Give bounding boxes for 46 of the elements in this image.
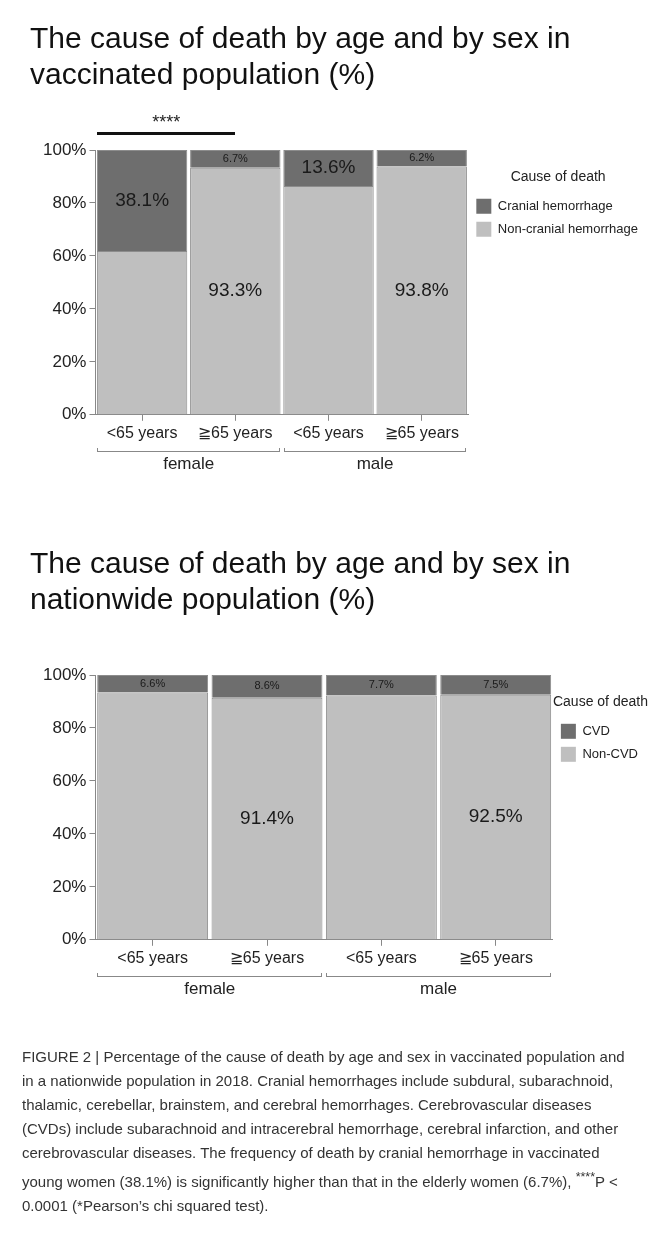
- text: male: [419, 979, 458, 999]
- data-label: 92.5%: [468, 805, 523, 827]
- y-tick-label: 100%: [43, 664, 87, 684]
- text: male: [355, 454, 395, 474]
- legend-label: CVD: [582, 722, 610, 738]
- y-tick-label: 20%: [52, 876, 87, 896]
- x-tick-label: <65 years: [117, 948, 189, 966]
- x-tick-label: <65 years: [106, 423, 178, 441]
- x-tick-label: ≧65 years: [384, 423, 459, 441]
- text: female: [162, 454, 216, 474]
- text: ****: [151, 112, 182, 133]
- data-label: 7.7%: [368, 678, 395, 691]
- data-label: 91.4%: [240, 806, 295, 828]
- text: female: [183, 979, 237, 999]
- chart-title: The cause of death by age and by sex in vaccinated population (%): [30, 20, 572, 92]
- data-label: 93.8%: [394, 278, 449, 300]
- x-tick-label: <65 years: [293, 423, 364, 441]
- y-tick-label: 80%: [52, 717, 87, 737]
- y-tick-label: 100%: [43, 139, 87, 159]
- data-label: 93.3%: [208, 279, 263, 301]
- data-label: 8.6%: [254, 679, 280, 692]
- data-label: 7.5%: [483, 677, 509, 690]
- data-label: 6.7%: [222, 151, 249, 164]
- data-label: 38.1%: [115, 188, 170, 210]
- y-tick-label: 0%: [61, 929, 87, 949]
- data-label: 13.6%: [301, 156, 356, 178]
- legend-title: Cause of death: [552, 692, 648, 709]
- y-tick-label: 40%: [52, 823, 87, 843]
- text: FIGURE 2 | Percentage of the cause of death by age and sex in vaccinated population and in a nationwide population in 2018. Cranial hemorrhages include subdural, subarachnoid, thalamic, cerebellar, brainstem, and cerebral hemorrhages. Cerebrovascular diseases (CVDs) include subarachnoid and intracerebral hemorrhage, cerebral infarction, and other cerebrovascular diseases. The frequency of death by cranial hemorrhage in vaccinated young women (38.1%) is significantly higher than that in the elderly women (6.7%), $^{****}$P < 0.0001 (*Pearson’s chi squared test).: [22, 1048, 625, 1214]
- x-tick-label: ≧65 years: [229, 948, 305, 966]
- legend-label: Non-cranial hemorrhage: [497, 220, 639, 236]
- x-tick-label: <65 years: [345, 948, 417, 966]
- legend-label: Cranial hemorrhage: [497, 197, 613, 213]
- y-tick-label: 60%: [52, 770, 87, 790]
- legend-title: Cause of death: [510, 167, 606, 184]
- chart-title: The cause of death by age and by sex in nationwide population (%): [30, 545, 572, 617]
- data-label: 6.2%: [409, 151, 435, 164]
- y-tick-label: 80%: [52, 192, 87, 212]
- y-tick-label: 0%: [61, 404, 87, 424]
- y-tick-label: 40%: [52, 298, 87, 318]
- x-tick-label: ≧65 years: [198, 423, 273, 441]
- x-tick-label: ≧65 years: [458, 948, 533, 966]
- legend-label: Non-CVD: [582, 745, 638, 761]
- data-label: 6.6%: [140, 676, 166, 689]
- y-tick-label: 60%: [52, 245, 87, 265]
- y-tick-label: 20%: [52, 351, 87, 371]
